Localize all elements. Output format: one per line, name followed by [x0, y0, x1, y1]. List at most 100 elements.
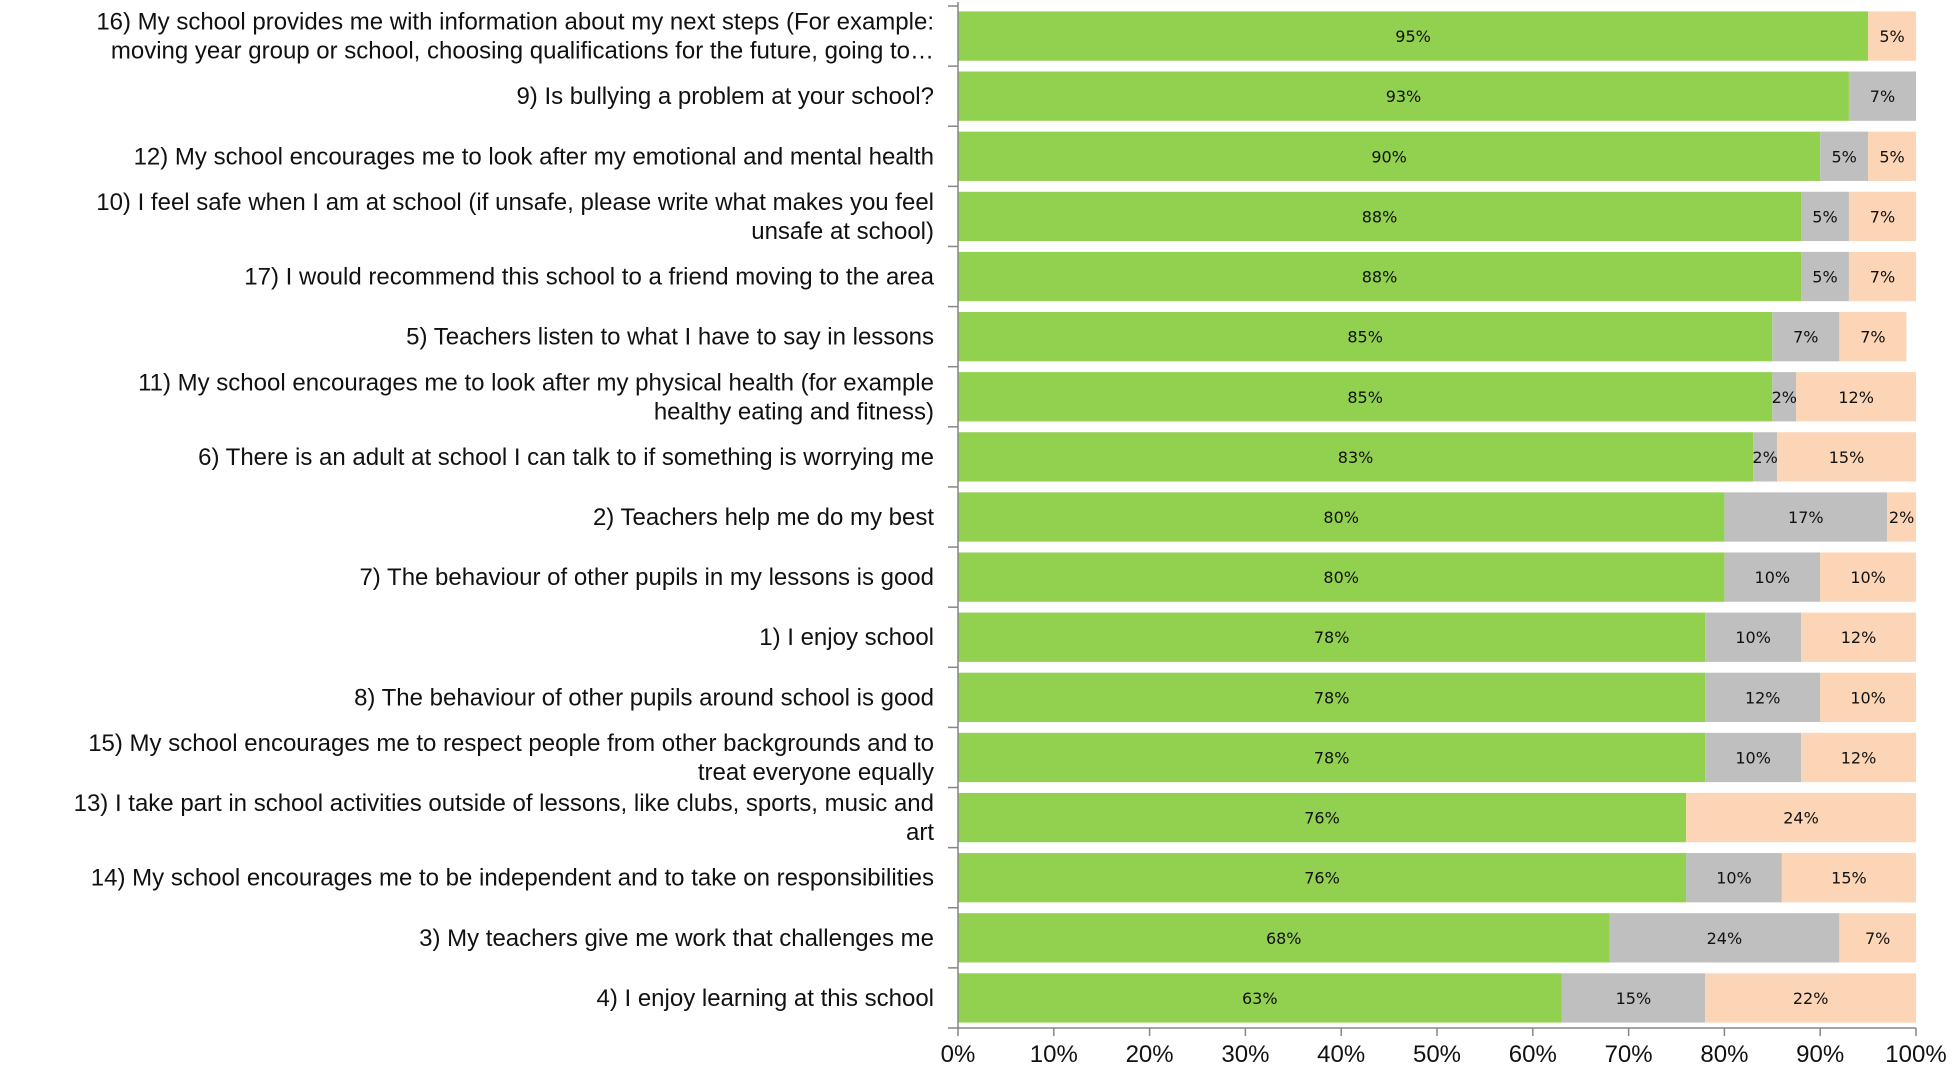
- x-tick-label: 10%: [1030, 1041, 1078, 1068]
- data-label: 85%: [1347, 388, 1383, 407]
- bar-segment: [1801, 612, 1916, 662]
- bar-segment: [1801, 251, 1849, 302]
- bar-segment: [958, 792, 1687, 843]
- x-tick-label: 20%: [1126, 1041, 1174, 1068]
- data-label: 12%: [1841, 628, 1877, 647]
- data-label: 5%: [1831, 147, 1856, 166]
- data-label: 2%: [1772, 388, 1797, 407]
- bar-segment: [958, 492, 1725, 542]
- bar-segment: [958, 732, 1706, 783]
- bar-segment: [1801, 191, 1849, 242]
- data-label: 76%: [1304, 869, 1340, 888]
- data-label: 83%: [1338, 448, 1374, 467]
- bar-segment: [1561, 973, 1706, 1023]
- data-label: 7%: [1870, 268, 1895, 287]
- x-tick-label: 60%: [1509, 1041, 1557, 1068]
- bar-segment: [958, 913, 1610, 963]
- data-label: 88%: [1362, 207, 1398, 226]
- bar-segment: [958, 853, 1687, 903]
- data-label: 90%: [1371, 147, 1407, 166]
- bar-segment: [1820, 552, 1916, 602]
- labels-group: 95% 5% 16) My school provides me with info…: [74, 9, 1947, 1068]
- data-label: 10%: [1735, 628, 1771, 647]
- bar-segment: [958, 612, 1706, 662]
- bar-segment: [1705, 672, 1821, 723]
- category-label: healthy eating and fitness): [654, 398, 934, 425]
- bar-segment: [958, 251, 1802, 302]
- bar-segment: [958, 191, 1802, 242]
- data-label: 7%: [1870, 87, 1895, 106]
- bar-segment: [1777, 432, 1916, 482]
- x-tick-label: 50%: [1413, 1041, 1461, 1068]
- data-label: 76%: [1304, 809, 1340, 828]
- bar-segment: [1609, 913, 1840, 963]
- data-label: 10%: [1716, 869, 1752, 888]
- category-label: 13) I take part in school activities out…: [74, 790, 934, 817]
- category-label: moving year group or school, choosing qu…: [111, 38, 934, 65]
- data-label: 12%: [1841, 748, 1877, 767]
- data-label: 10%: [1735, 748, 1771, 767]
- bar-segment: [958, 11, 1869, 61]
- category-label: 16) My school provides me with informati…: [96, 9, 934, 36]
- category-label: 5) Teachers listen to what I have to say…: [406, 324, 934, 351]
- data-label: 12%: [1838, 388, 1874, 407]
- bar-segment: [1801, 732, 1916, 783]
- data-label: 2%: [1889, 508, 1914, 527]
- bar-segment: [1820, 672, 1916, 723]
- bar-segment: [1848, 71, 1916, 121]
- category-label: 12) My school encourages me to look afte…: [134, 143, 934, 170]
- category-label: 8) The behaviour of other pupils around …: [354, 684, 934, 711]
- data-label: 24%: [1707, 929, 1743, 948]
- bar-segment: [1705, 612, 1802, 662]
- data-label: 80%: [1323, 508, 1359, 527]
- data-label: 2%: [1752, 448, 1777, 467]
- data-label: 5%: [1879, 147, 1904, 166]
- data-label: 93%: [1386, 87, 1422, 106]
- bar-segment: [958, 131, 1821, 181]
- x-tick-label: 100%: [1885, 1041, 1946, 1068]
- x-tick-label: 40%: [1317, 1041, 1365, 1068]
- bar-segment: [958, 71, 1849, 121]
- x-tick-label: 80%: [1700, 1041, 1748, 1068]
- bar-segment: [958, 432, 1754, 482]
- category-label: 10) I feel safe when I am at school (if …: [96, 189, 934, 216]
- category-label: 14) My school encourages me to be indepe…: [91, 865, 934, 892]
- bar-segment: [958, 311, 1773, 362]
- data-label: 88%: [1362, 268, 1398, 287]
- data-label: 78%: [1314, 748, 1350, 767]
- x-tick-label: 30%: [1221, 1041, 1269, 1068]
- bar-segment: [1868, 131, 1916, 181]
- bar-segment: [1686, 853, 1782, 903]
- data-label: 5%: [1812, 268, 1837, 287]
- bar-segment: [1839, 311, 1907, 362]
- x-tick-label: 90%: [1796, 1041, 1844, 1068]
- bar-segment: [1772, 372, 1797, 422]
- category-label: art: [906, 819, 934, 846]
- data-label: 15%: [1829, 448, 1865, 467]
- data-label: 10%: [1850, 688, 1886, 707]
- bar-segment: [1753, 432, 1778, 482]
- category-label: 3) My teachers give me work that challen…: [419, 925, 934, 952]
- bars-group: [958, 11, 1916, 1023]
- data-label: 95%: [1395, 27, 1431, 46]
- category-label: unsafe at school): [751, 218, 934, 245]
- data-label: 85%: [1347, 328, 1383, 347]
- data-label: 7%: [1865, 929, 1890, 948]
- category-label: 17) I would recommend this school to a f…: [244, 264, 934, 291]
- data-label: 22%: [1793, 989, 1829, 1008]
- category-label: 15) My school encourages me to respect p…: [88, 730, 934, 757]
- bar-segment: [958, 372, 1773, 422]
- data-label: 78%: [1314, 688, 1350, 707]
- category-label: 6) There is an adult at school I can tal…: [198, 444, 934, 471]
- category-label: 2) Teachers help me do my best: [593, 504, 934, 531]
- bar-segment: [1887, 492, 1916, 542]
- data-label: 68%: [1266, 929, 1302, 948]
- data-label: 12%: [1745, 688, 1781, 707]
- data-label: 5%: [1879, 27, 1904, 46]
- category-label: 1) I enjoy school: [759, 624, 934, 651]
- data-label: 63%: [1242, 989, 1278, 1008]
- bar-segment: [1772, 311, 1840, 362]
- bar-segment: [1705, 973, 1916, 1023]
